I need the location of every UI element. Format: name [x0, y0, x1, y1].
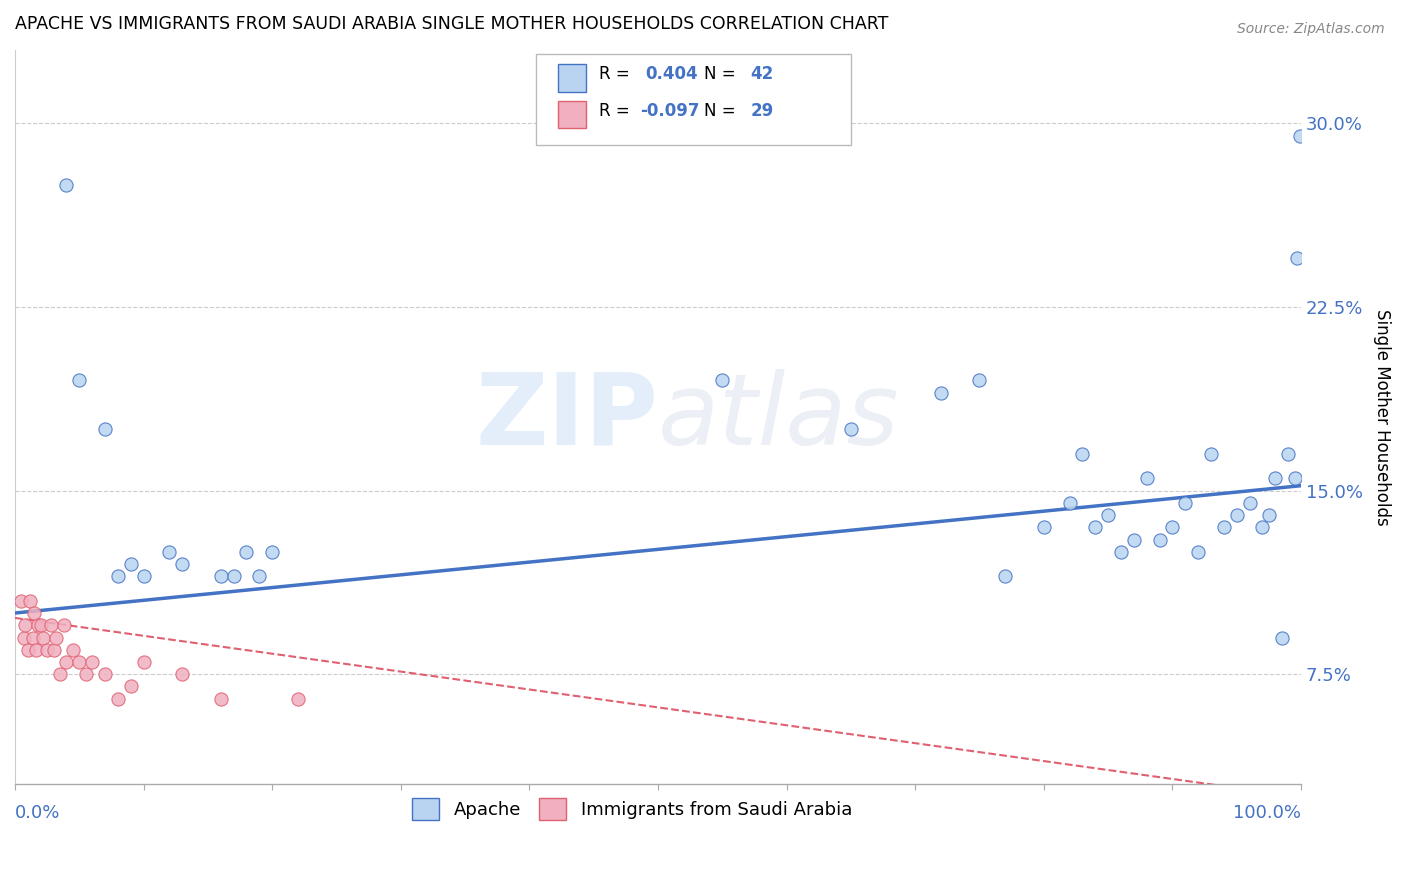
Point: [969, 373, 991, 387]
Text: 0.0%: 0.0%: [15, 804, 60, 822]
Point: [1174, 496, 1197, 510]
Point: [1097, 508, 1119, 522]
FancyBboxPatch shape: [558, 101, 586, 128]
Point: [32, 631, 55, 645]
Point: [711, 373, 734, 387]
Point: [1212, 520, 1234, 534]
Text: 0.404: 0.404: [645, 65, 697, 83]
Point: [49, 667, 72, 681]
Point: [14, 618, 37, 632]
Point: [132, 569, 155, 583]
Point: [17, 642, 39, 657]
Point: [1239, 496, 1261, 510]
Point: [1122, 533, 1144, 547]
Point: [1149, 533, 1171, 547]
Point: [120, 557, 142, 571]
Point: [52, 618, 75, 632]
Point: [222, 569, 245, 583]
Text: atlas: atlas: [658, 368, 900, 466]
Point: [209, 569, 232, 583]
Legend: Apache, Immigrants from Saudi Arabia: Apache, Immigrants from Saudi Arabia: [405, 790, 859, 827]
Point: [247, 569, 270, 583]
Point: [107, 691, 129, 706]
Point: [1288, 128, 1310, 143]
Point: [10, 594, 32, 608]
Point: [1032, 520, 1054, 534]
Point: [42, 642, 65, 657]
Text: Source: ZipAtlas.com: Source: ZipAtlas.com: [1237, 22, 1385, 37]
Point: [30, 618, 52, 632]
Point: [1084, 520, 1107, 534]
Point: [67, 655, 90, 669]
Point: [1271, 631, 1294, 645]
Point: [1199, 447, 1222, 461]
Point: [132, 655, 155, 669]
Point: [107, 569, 129, 583]
FancyBboxPatch shape: [558, 64, 586, 92]
Point: [1187, 545, 1209, 559]
Point: [1109, 545, 1132, 559]
Point: [75, 667, 97, 681]
Point: [262, 545, 284, 559]
Point: [45, 631, 67, 645]
Point: [55, 655, 77, 669]
Text: N =: N =: [704, 65, 741, 83]
Point: [839, 422, 862, 436]
Point: [1059, 496, 1081, 510]
Point: [37, 642, 59, 657]
Point: [994, 569, 1017, 583]
Point: [21, 631, 44, 645]
Point: [120, 680, 142, 694]
Point: [1226, 508, 1249, 522]
Point: [235, 545, 257, 559]
Point: [1277, 447, 1299, 461]
Point: [39, 618, 62, 632]
Point: [20, 594, 42, 608]
Point: [94, 667, 117, 681]
Text: 42: 42: [751, 65, 773, 83]
Text: N =: N =: [704, 102, 741, 120]
Point: [209, 691, 232, 706]
Text: R =: R =: [599, 65, 636, 83]
Y-axis label: Single Mother Households: Single Mother Households: [1374, 309, 1391, 525]
Text: APACHE VS IMMIGRANTS FROM SAUDI ARABIA SINGLE MOTHER HOUSEHOLDS CORRELATION CHAR: APACHE VS IMMIGRANTS FROM SAUDI ARABIA S…: [15, 15, 889, 33]
Point: [1251, 520, 1274, 534]
Point: [287, 691, 309, 706]
Point: [1284, 471, 1306, 485]
Point: [1257, 508, 1279, 522]
Text: R =: R =: [599, 102, 636, 120]
Point: [172, 667, 194, 681]
Text: ZIP: ZIP: [475, 368, 658, 466]
Text: 100.0%: 100.0%: [1233, 804, 1301, 822]
Point: [1071, 447, 1094, 461]
Point: [1264, 471, 1286, 485]
FancyBboxPatch shape: [536, 54, 851, 145]
Point: [67, 373, 90, 387]
Point: [27, 618, 49, 632]
Point: [22, 606, 45, 620]
Point: [55, 178, 77, 192]
Point: [24, 642, 46, 657]
Point: [82, 655, 104, 669]
Text: -0.097: -0.097: [640, 102, 700, 120]
Point: [172, 557, 194, 571]
Point: [929, 385, 952, 400]
Point: [1161, 520, 1184, 534]
Point: [1286, 251, 1309, 265]
Point: [1136, 471, 1159, 485]
Point: [62, 642, 84, 657]
Point: [94, 422, 117, 436]
Point: [13, 631, 35, 645]
Point: [157, 545, 180, 559]
Text: 29: 29: [751, 102, 773, 120]
